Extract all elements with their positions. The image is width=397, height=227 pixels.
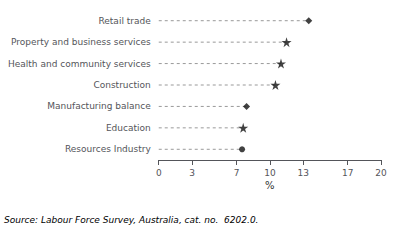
svg-text:Education: Education	[106, 123, 151, 133]
svg-text:Property and business services: Property and business services	[11, 37, 151, 47]
svg-text:Manufacturing balance: Manufacturing balance	[47, 101, 151, 111]
svg-text:17: 17	[342, 168, 353, 178]
svg-text:3: 3	[189, 168, 195, 178]
svg-text:Health and community services: Health and community services	[8, 59, 151, 69]
svg-text:Construction: Construction	[93, 80, 150, 90]
svg-text:%: %	[265, 180, 275, 191]
svg-text:Retail trade: Retail trade	[98, 16, 151, 26]
svg-text:Source: Labour Force Survey, A: Source: Labour Force Survey, Australia, …	[4, 215, 258, 225]
svg-text:10: 10	[264, 168, 276, 178]
svg-text:7: 7	[234, 168, 240, 178]
svg-text:0: 0	[156, 168, 162, 178]
svg-text:13: 13	[297, 168, 308, 178]
svg-text:20: 20	[375, 168, 387, 178]
svg-text:Resources Industry: Resources Industry	[65, 144, 152, 154]
